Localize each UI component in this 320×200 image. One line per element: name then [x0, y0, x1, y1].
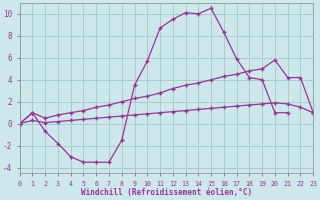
X-axis label: Windchill (Refroidissement éolien,°C): Windchill (Refroidissement éolien,°C)	[81, 188, 252, 197]
